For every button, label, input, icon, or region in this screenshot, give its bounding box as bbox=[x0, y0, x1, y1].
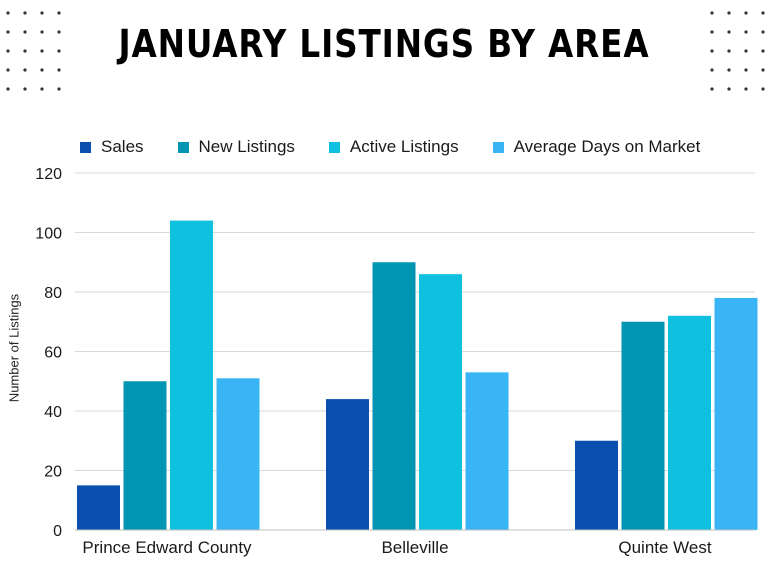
decorative-dot bbox=[6, 49, 10, 53]
decorative-dot bbox=[727, 30, 731, 34]
decorative-dot bbox=[727, 87, 731, 91]
y-tick-label: 120 bbox=[35, 166, 62, 183]
decorative-dot bbox=[57, 68, 61, 72]
decorative-dot bbox=[710, 49, 714, 53]
decorative-dot bbox=[761, 68, 765, 72]
y-tick-label: 80 bbox=[44, 285, 62, 302]
y-tick-label: 0 bbox=[53, 523, 62, 540]
bar bbox=[668, 315, 711, 530]
decorative-dot bbox=[57, 30, 61, 34]
bar bbox=[123, 381, 167, 530]
bar bbox=[465, 372, 509, 530]
decorative-dot bbox=[40, 68, 44, 72]
decorative-dot bbox=[57, 11, 61, 15]
y-tick-label: 20 bbox=[44, 464, 62, 481]
x-tick-label: Prince Edward County bbox=[82, 538, 252, 557]
legend-label-active-listings: Active Listings bbox=[349, 137, 459, 156]
decorative-dot bbox=[6, 11, 10, 15]
bar bbox=[621, 321, 665, 530]
decorative-dot bbox=[23, 30, 27, 34]
legend-label-average-days: Average Days on Market bbox=[513, 137, 701, 156]
decorative-dot bbox=[744, 68, 748, 72]
legend-swatch-new-listings bbox=[177, 141, 189, 153]
legend-swatch-active-listings bbox=[328, 141, 340, 153]
bar bbox=[216, 378, 260, 530]
decorative-dot bbox=[40, 87, 44, 91]
decorative-dot bbox=[23, 68, 27, 72]
decorative-dot-grid-right bbox=[710, 11, 765, 91]
y-tick-label: 100 bbox=[35, 226, 62, 243]
decorative-dot bbox=[727, 11, 731, 15]
legend-label-new-listings: New Listings bbox=[198, 137, 295, 156]
chart-title: JANUARY LISTINGS BY AREA bbox=[118, 22, 650, 66]
legend-swatch-sales bbox=[80, 141, 91, 153]
decorative-dot bbox=[710, 11, 714, 15]
decorative-dot bbox=[6, 87, 10, 91]
decorative-dot bbox=[744, 87, 748, 91]
y-tick-label: 40 bbox=[44, 404, 62, 421]
decorative-dot bbox=[23, 11, 27, 15]
decorative-dot bbox=[761, 49, 765, 53]
decorative-dot bbox=[6, 30, 10, 34]
decorative-dot bbox=[744, 11, 748, 15]
x-tick-label: Quinte West bbox=[618, 538, 712, 557]
legend-item-new-listings: New Listings bbox=[177, 137, 295, 157]
legend-item-active-listings: Active Listings bbox=[328, 137, 459, 157]
decorative-dot bbox=[57, 49, 61, 53]
y-tick-label: 60 bbox=[44, 345, 62, 362]
decorative-dot bbox=[761, 87, 765, 91]
bar bbox=[714, 297, 758, 530]
legend-label-sales: Sales bbox=[101, 137, 144, 156]
decorative-dot bbox=[40, 30, 44, 34]
decorative-dot bbox=[761, 30, 765, 34]
decorative-dot bbox=[23, 87, 27, 91]
decorative-dot bbox=[710, 87, 714, 91]
decorative-dot bbox=[727, 68, 731, 72]
legend-item-average-days: Average Days on Market bbox=[492, 137, 701, 157]
bar bbox=[170, 220, 213, 530]
decorative-dot bbox=[23, 49, 27, 53]
legend-swatch-average-days bbox=[492, 141, 504, 153]
decorative-dot bbox=[40, 11, 44, 15]
decorative-dot bbox=[727, 49, 731, 53]
bar bbox=[575, 440, 618, 530]
legend-item-sales: Sales bbox=[80, 137, 144, 157]
decorative-dot bbox=[57, 87, 61, 91]
decorative-dot bbox=[744, 49, 748, 53]
decorative-dot bbox=[761, 11, 765, 15]
bar bbox=[372, 262, 416, 530]
bar bbox=[326, 399, 369, 530]
decorative-dot bbox=[40, 49, 44, 53]
bar bbox=[419, 274, 462, 530]
chart-legend: Sales New Listings Active Listings Avera… bbox=[80, 136, 700, 158]
decorative-dot bbox=[710, 68, 714, 72]
bar bbox=[77, 485, 120, 530]
decorative-dot bbox=[744, 30, 748, 34]
decorative-dot bbox=[6, 68, 10, 72]
x-tick-label: Belleville bbox=[381, 538, 448, 557]
decorative-dot bbox=[710, 30, 714, 34]
decorative-dot-grid-left bbox=[6, 11, 61, 91]
